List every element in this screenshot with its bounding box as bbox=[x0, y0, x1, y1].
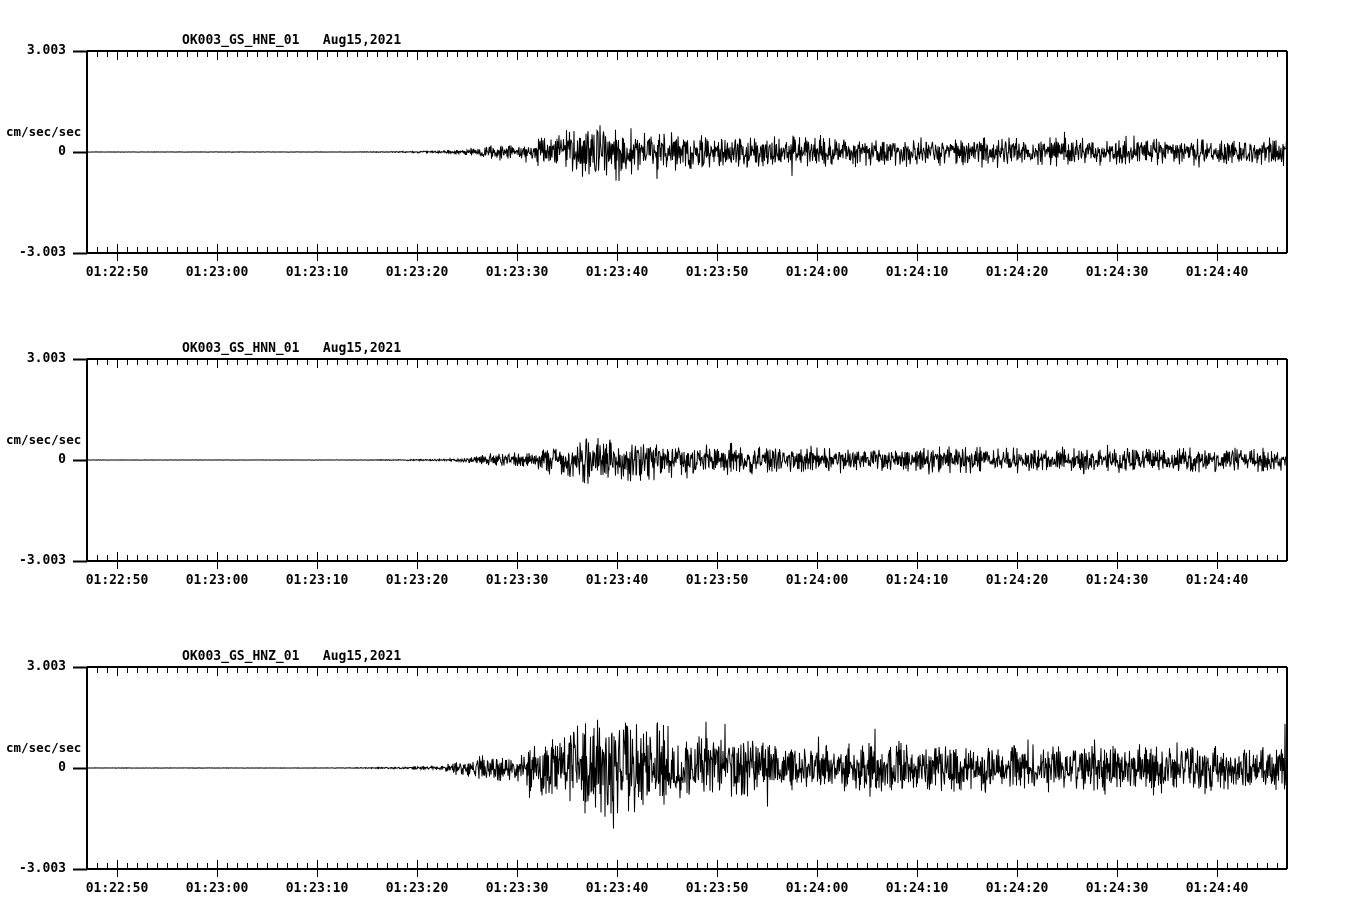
panel-hnn-axis-frame bbox=[86, 358, 1288, 562]
panel-hnn-x-ticks bbox=[96, 359, 1279, 569]
panel-hne-xtick-label-8: 01:24:10 bbox=[885, 265, 949, 280]
panel-hne-x-ticks bbox=[96, 51, 1279, 261]
panel-hne-xtick-label-10: 01:24:30 bbox=[1085, 265, 1149, 280]
panel-hnn-xtick-label-8: 01:24:10 bbox=[885, 573, 949, 588]
panel-hnn-ytick-label-2: -3.003 bbox=[19, 553, 66, 568]
panel-hnz-xtick-label-3: 01:23:20 bbox=[385, 881, 449, 896]
panel-hnn-xtick-label-9: 01:24:20 bbox=[985, 573, 1049, 588]
panel-hnz-xtick-label-1: 01:23:00 bbox=[185, 881, 249, 896]
panel-hnz-xtick-label-11: 01:24:40 bbox=[1185, 881, 1249, 896]
panel-hnn-yaxis-units-label: cm/sec/sec bbox=[6, 432, 82, 447]
panel-hne-ytick-label-1: 0 bbox=[58, 144, 66, 159]
panel-hnn-y-ticks bbox=[73, 358, 87, 563]
panel-hne-ytick-label-0: 3.003 bbox=[26, 43, 66, 58]
panel-hnn-xtick-label-6: 01:23:50 bbox=[685, 573, 749, 588]
panel-hnz-xtick-label-8: 01:24:10 bbox=[885, 881, 949, 896]
panel-hnz-xtick-label-0: 01:22:50 bbox=[85, 881, 149, 896]
panel-hne-xtick-label-9: 01:24:20 bbox=[985, 265, 1049, 280]
panel-hnz-ytick-label-2: -3.003 bbox=[19, 861, 66, 876]
panel-hne-y-ticks bbox=[73, 50, 87, 255]
panel-hnn-xtick-label-10: 01:24:30 bbox=[1085, 573, 1149, 588]
panel-hne-xtick-label-6: 01:23:50 bbox=[685, 265, 749, 280]
panel-hnn-xtick-label-11: 01:24:40 bbox=[1185, 573, 1249, 588]
panel-hnz-xtick-label-10: 01:24:30 bbox=[1085, 881, 1149, 896]
panel-hnn-xtick-label-2: 01:23:10 bbox=[285, 573, 349, 588]
panel-hne-xtick-label-4: 01:23:30 bbox=[485, 265, 549, 280]
panel-hne-xtick-label-3: 01:23:20 bbox=[385, 265, 449, 280]
panel-hnn-waveform-trace bbox=[88, 438, 1286, 484]
panel-hne-waveform-trace bbox=[88, 125, 1286, 181]
panel-hnz-title: OK003_GS_HNZ_01 Aug15,2021 bbox=[182, 649, 402, 664]
panel-hnz-xtick-label-4: 01:23:30 bbox=[485, 881, 549, 896]
panel-hnz-ytick-label-1: 0 bbox=[58, 760, 66, 775]
panel-hne-xtick-label-5: 01:23:40 bbox=[585, 265, 649, 280]
panel-hnn-xtick-label-7: 01:24:00 bbox=[785, 573, 849, 588]
panel-hnz-x-ticks bbox=[96, 667, 1279, 877]
panel-hnz-yaxis-units-label: cm/sec/sec bbox=[6, 740, 82, 755]
panel-hne-xtick-label-1: 01:23:00 bbox=[185, 265, 249, 280]
panel-hne-yaxis-units-label: cm/sec/sec bbox=[6, 124, 82, 139]
panel-hne-xtick-label-2: 01:23:10 bbox=[285, 265, 349, 280]
panel-hnn-xtick-label-5: 01:23:40 bbox=[585, 573, 649, 588]
panel-hnn-title: OK003_GS_HNN_01 Aug15,2021 bbox=[182, 341, 402, 356]
panel-hnn-xtick-label-0: 01:22:50 bbox=[85, 573, 149, 588]
panel-hne-ytick-label-2: -3.003 bbox=[19, 245, 66, 260]
panel-hnz-y-ticks bbox=[73, 666, 87, 871]
panel-hnz-waveform-trace bbox=[88, 719, 1286, 829]
panel-hnz-xtick-label-6: 01:23:50 bbox=[685, 881, 749, 896]
panel-hne-xtick-label-7: 01:24:00 bbox=[785, 265, 849, 280]
panel-hnz-xtick-label-5: 01:23:40 bbox=[585, 881, 649, 896]
panel-hne-xtick-label-0: 01:22:50 bbox=[85, 265, 149, 280]
panel-hnz-xtick-label-7: 01:24:00 bbox=[785, 881, 849, 896]
panel-hne-title: OK003_GS_HNE_01 Aug15,2021 bbox=[182, 33, 402, 48]
panel-hnn-ytick-label-1: 0 bbox=[58, 452, 66, 467]
panel-hnz-xtick-label-9: 01:24:20 bbox=[985, 881, 1049, 896]
panel-hne-axis-frame bbox=[86, 50, 1288, 254]
panel-hnz-axis-frame bbox=[86, 666, 1288, 870]
panel-hne-xtick-label-11: 01:24:40 bbox=[1185, 265, 1249, 280]
panel-hnz-xtick-label-2: 01:23:10 bbox=[285, 881, 349, 896]
panel-hnn-xtick-label-1: 01:23:00 bbox=[185, 573, 249, 588]
panel-hnn-ytick-label-0: 3.003 bbox=[26, 351, 66, 366]
panel-hnn-xtick-label-4: 01:23:30 bbox=[485, 573, 549, 588]
panel-hnz-ytick-label-0: 3.003 bbox=[26, 659, 66, 674]
panel-hnn-xtick-label-3: 01:23:20 bbox=[385, 573, 449, 588]
